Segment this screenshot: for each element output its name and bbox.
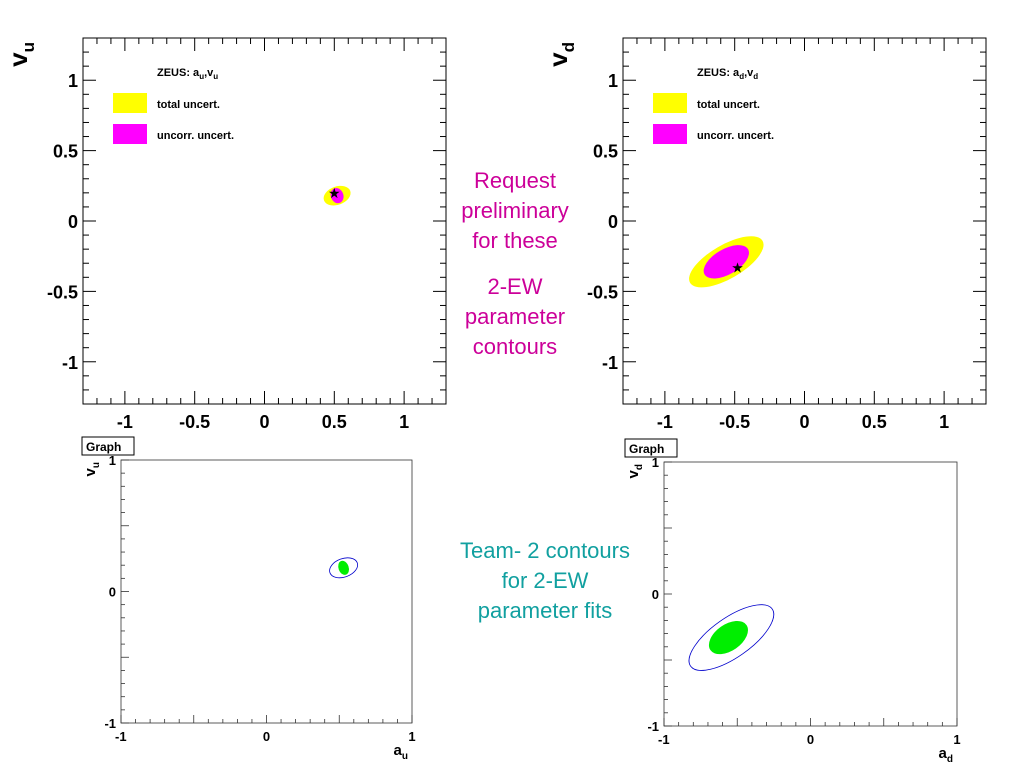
request-line: Request <box>474 168 556 193</box>
request-line: parameter <box>464 304 566 329</box>
x-axis-label: ad <box>939 745 953 765</box>
x-tick-label: 1 <box>399 412 409 432</box>
x-tick-label: -1 <box>657 412 673 432</box>
y-tick-label: -1 <box>602 353 618 373</box>
y-tick-label: 1 <box>109 453 116 468</box>
legend-heading: ZEUS: ad,vd <box>697 67 758 81</box>
y-tick-label: 1 <box>652 455 659 470</box>
y-tick-label: 0 <box>68 212 78 232</box>
uncorr-uncert-contour <box>703 245 749 279</box>
legend-swatch-total <box>653 93 687 113</box>
graph-label: Graph <box>86 440 121 454</box>
y-tick-label: -0.5 <box>587 282 618 302</box>
x-tick-label: 1 <box>953 732 960 747</box>
legend-swatch-uncorr <box>653 124 687 144</box>
graph-label-box <box>81 436 135 456</box>
y-tick-label: -0.5 <box>47 282 78 302</box>
y-axis-label: vu <box>82 462 102 476</box>
legend-swatch-uncorr <box>113 124 147 144</box>
y-axis-label: vu <box>3 42 38 67</box>
request-annotation: Request preliminary for these 2-EW param… <box>440 166 590 362</box>
graph-label: Graph <box>629 442 664 456</box>
x-tick-label: -1 <box>117 412 133 432</box>
request-line: for these <box>472 228 558 253</box>
plot-frame <box>663 461 958 727</box>
best-fit-point: ★ <box>328 186 341 202</box>
y-tick-label: 0 <box>652 587 659 602</box>
y-tick-label: 1 <box>68 71 78 91</box>
request-line: preliminary <box>461 198 569 223</box>
x-tick-label: 1 <box>939 412 949 432</box>
x-tick-label: 0.5 <box>322 412 347 432</box>
y-tick-label: 0.5 <box>53 142 78 162</box>
legend-label-total: total uncert. <box>157 99 220 111</box>
fit-contour-outer <box>688 604 775 671</box>
x-tick-label: -1 <box>658 732 670 747</box>
x-tick-label: 0 <box>799 412 809 432</box>
request-line: contours <box>472 334 558 359</box>
team-line: for 2-EW <box>501 568 589 593</box>
x-tick-label: -0.5 <box>719 412 750 432</box>
x-tick-label: -1 <box>115 729 127 744</box>
graph-label-box <box>624 438 678 458</box>
x-tick-label: 0 <box>263 729 270 744</box>
chart-panel-2: -1 -0.5 0 0.5 1 -1 -0.5 0 0.5 1 vd ZEUS: ad,vd total… <box>543 37 987 432</box>
plot-frame <box>622 37 987 405</box>
best-fit-point: ★ <box>731 260 744 276</box>
x-tick-label: 1 <box>408 729 415 744</box>
request-line: 2-EW <box>487 274 543 299</box>
x-tick-label: 0 <box>259 412 269 432</box>
legend: ZEUS: au,vu total uncert. uncorr. uncert. <box>113 67 234 144</box>
y-axis-label: vd <box>543 42 578 67</box>
y-tick-label: -1 <box>647 719 659 734</box>
fit-contour-outer <box>329 557 359 579</box>
fit-contour-inner <box>708 620 748 655</box>
x-tick-label: 0.5 <box>862 412 887 432</box>
y-axis-label: vd <box>625 464 645 478</box>
legend-swatch-total <box>113 93 147 113</box>
y-tick-label: 1 <box>608 71 618 91</box>
y-tick-label: 0.5 <box>593 142 618 162</box>
team-line: parameter fits <box>477 598 613 623</box>
y-tick-label: 0 <box>608 212 618 232</box>
plot-frame <box>82 37 447 405</box>
legend-label-uncorr: uncorr. uncert. <box>157 130 234 142</box>
legend-label-total: total uncert. <box>697 99 760 111</box>
x-tick-label: -0.5 <box>179 412 210 432</box>
x-axis-label: au <box>394 742 408 762</box>
y-tick-label: -1 <box>104 716 116 731</box>
plot-frame <box>120 459 413 724</box>
uncorr-uncert-contour <box>330 188 344 204</box>
team-annotation: Team- 2 contours for 2-EW parameter fits <box>430 536 660 626</box>
x-tick-label: 0 <box>807 732 814 747</box>
legend-heading: ZEUS: au,vu <box>157 67 218 81</box>
y-tick-label: -1 <box>62 353 78 373</box>
fit-contour-inner <box>338 560 350 575</box>
chart-panel-1: -1 -0.5 0 0.5 1 -1 -0.5 0 0.5 1 vu ZEUS: au,vu total… <box>3 37 447 432</box>
y-tick-label: 0 <box>109 585 116 600</box>
team-line: Team- 2 contours <box>460 538 630 563</box>
legend-label-uncorr: uncorr. uncert. <box>697 130 774 142</box>
legend: ZEUS: ad,vd total uncert. uncorr. uncert. <box>653 67 774 144</box>
